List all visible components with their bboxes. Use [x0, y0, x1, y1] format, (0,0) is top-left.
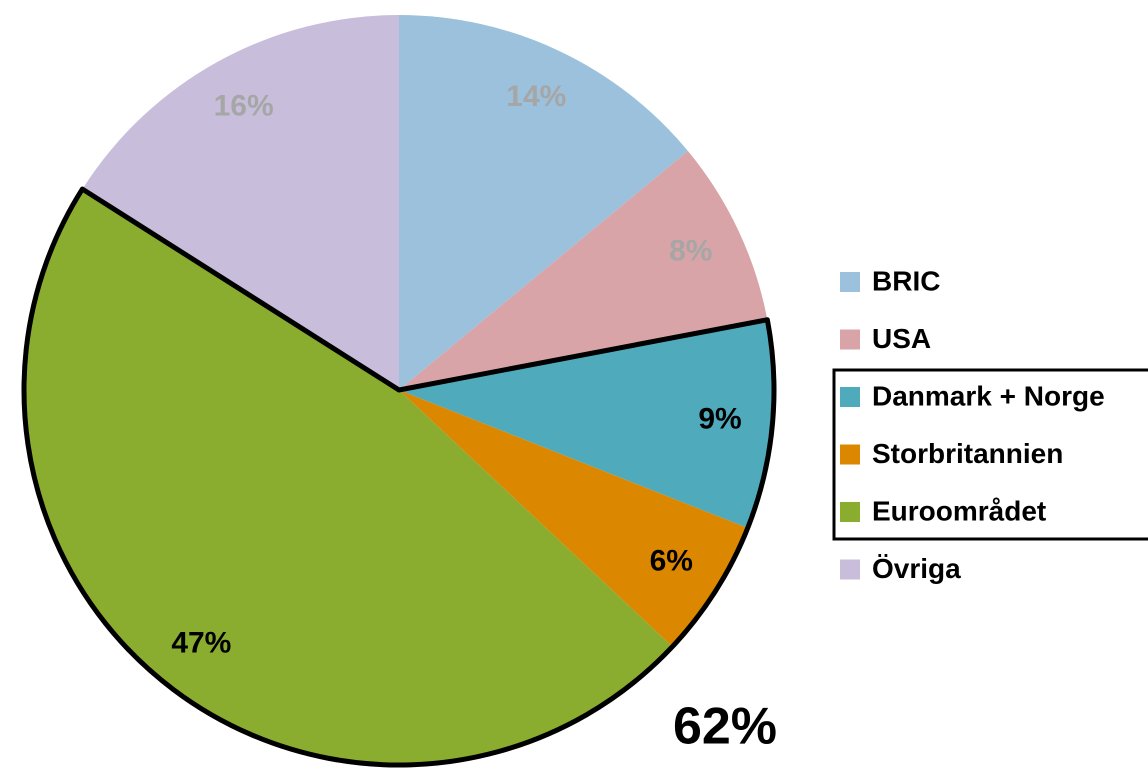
legend-swatch: [840, 559, 860, 580]
data-label: 47%: [171, 627, 231, 660]
legend-swatch: [840, 444, 860, 465]
legend-label: Euroområdet: [872, 495, 1046, 526]
data-label: 6%: [650, 545, 693, 578]
data-label: 9%: [698, 402, 741, 435]
legend-label: Danmark + Norge: [872, 380, 1105, 411]
legend-label: Storbritannien: [872, 438, 1063, 469]
pie-slice: [24, 189, 673, 765]
data-label: 16%: [214, 89, 274, 122]
legend-swatch: [840, 272, 860, 292]
annotation: 62%: [673, 698, 777, 756]
legend-swatch: [840, 387, 860, 407]
pie-slice: [399, 390, 748, 647]
pie-slice: [399, 15, 688, 390]
pie-slice: [399, 150, 768, 390]
legend-swatch: [840, 329, 860, 350]
pie-slice: [399, 319, 774, 529]
data-label: 14%: [506, 80, 566, 113]
legend-highlight: [832, 368, 1148, 541]
highlight-outline: [21, 186, 777, 768]
legend-label: USA: [872, 323, 931, 354]
legend-label: Övriga: [872, 553, 961, 584]
legend-label: BRIC: [872, 265, 940, 296]
pie-slice: [82, 15, 400, 390]
legend-swatch: [840, 502, 860, 522]
data-label: 8%: [669, 235, 712, 268]
